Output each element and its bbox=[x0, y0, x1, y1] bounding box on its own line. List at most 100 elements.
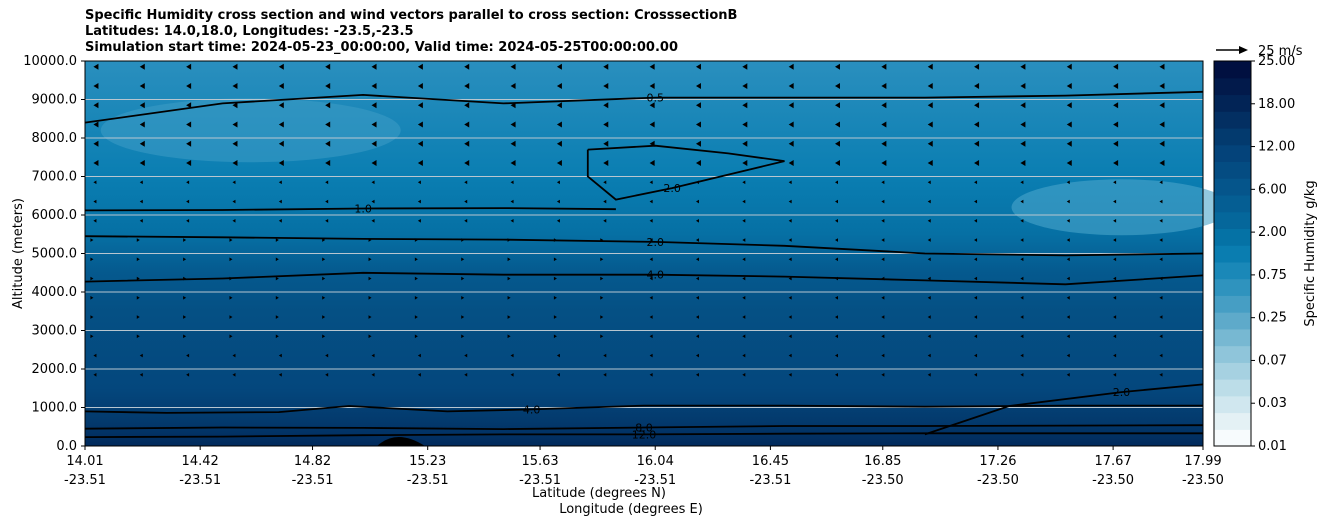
wind-arrow bbox=[510, 140, 516, 147]
wind-arrow bbox=[93, 83, 99, 90]
wind-arrow bbox=[556, 63, 562, 70]
wind-arrow bbox=[649, 218, 653, 223]
wind-arrow bbox=[695, 315, 699, 319]
wind-arrow bbox=[325, 83, 331, 90]
wind-arrow bbox=[93, 160, 99, 167]
wind-arrow bbox=[600, 334, 604, 339]
colorbar-tick-label: 12.00 bbox=[1258, 140, 1295, 155]
wind-arrow bbox=[417, 121, 423, 128]
wind-arrow bbox=[371, 372, 375, 377]
wind-arrow bbox=[974, 160, 980, 167]
contour-line bbox=[84, 207, 616, 212]
wind-arrow bbox=[368, 334, 372, 339]
wind-arrow bbox=[742, 218, 746, 223]
wind-arrow bbox=[649, 63, 655, 70]
wind-arrow bbox=[1159, 83, 1165, 90]
wind-arrow bbox=[1020, 295, 1024, 300]
wind-arrow bbox=[1066, 257, 1070, 262]
wind-arrow bbox=[695, 334, 699, 339]
wind-arrow bbox=[325, 372, 329, 377]
wind-arrow bbox=[695, 353, 699, 358]
wind-arrow bbox=[325, 121, 331, 128]
wind-arrow bbox=[1066, 63, 1072, 70]
wind-arrow bbox=[368, 295, 372, 300]
dry-patch-east bbox=[1011, 179, 1232, 236]
terrain bbox=[377, 437, 425, 446]
wind-arrow bbox=[927, 199, 931, 204]
wind-arrow bbox=[464, 218, 468, 223]
wind-arrow bbox=[1020, 199, 1024, 204]
contour-label: 12.0 bbox=[632, 428, 657, 441]
wind-arrow bbox=[881, 372, 885, 377]
wind-arrow bbox=[974, 315, 978, 319]
wind-arrow bbox=[835, 295, 839, 300]
wind-arrow bbox=[278, 353, 282, 358]
wind-arrow bbox=[136, 257, 140, 262]
wind-arrow bbox=[139, 199, 143, 204]
x-tick-label-lat: 16.85 bbox=[864, 454, 901, 469]
wind-arrow bbox=[835, 102, 841, 109]
wind-arrow bbox=[417, 353, 421, 358]
x-tick-label-lon: -23.51 bbox=[634, 473, 676, 488]
wind-arrow bbox=[229, 334, 233, 339]
wind-arrow bbox=[461, 315, 465, 319]
wind-arrow bbox=[90, 276, 94, 281]
colorbar-band bbox=[1214, 77, 1251, 96]
wind-arrow bbox=[510, 372, 514, 377]
wind-arrow bbox=[507, 295, 511, 300]
wind-arrow bbox=[1066, 353, 1070, 358]
colorbar-band bbox=[1214, 194, 1251, 213]
wind-arrow bbox=[1159, 121, 1165, 128]
wind-arrow bbox=[835, 140, 841, 147]
wind-arrow bbox=[1066, 238, 1070, 242]
colorbar-frame bbox=[1213, 60, 1252, 447]
wind-arrow bbox=[1066, 199, 1070, 204]
wind-arrow bbox=[603, 160, 609, 167]
contour-line bbox=[924, 383, 1204, 436]
x-tick-label-lon: -23.50 bbox=[862, 473, 904, 488]
wind-arrow bbox=[229, 276, 233, 281]
wind-arrow bbox=[1020, 218, 1024, 223]
x-tick-label-lon: -23.51 bbox=[64, 473, 106, 488]
x-tick-label-lat: 17.67 bbox=[1095, 454, 1132, 469]
wind-arrow bbox=[510, 353, 514, 358]
wind-arrow bbox=[1159, 353, 1163, 358]
colorbar-band bbox=[1214, 395, 1251, 414]
wind-arrow bbox=[1113, 276, 1117, 281]
wind-arrow bbox=[461, 334, 465, 339]
wind-arrow bbox=[1020, 257, 1024, 262]
wind-arrow bbox=[1159, 102, 1165, 109]
wind-arrow bbox=[927, 160, 933, 167]
wind-arrow bbox=[649, 295, 653, 300]
wind-arrow bbox=[742, 238, 746, 242]
colorbar-band bbox=[1214, 412, 1251, 430]
wind-arrow bbox=[371, 140, 377, 147]
wind-arrow bbox=[322, 276, 326, 281]
wind-arrow bbox=[275, 238, 279, 242]
wind-arrow bbox=[325, 63, 331, 70]
y-axis-label: Altitude (meters) bbox=[11, 198, 26, 309]
axes: 0.0 1000.0 2000.0 3000.0 4000.0 5000.0 6000.0 7… bbox=[11, 44, 1303, 517]
wind-arrow bbox=[695, 121, 701, 128]
wind-arrow bbox=[275, 334, 279, 339]
wind-arrow bbox=[186, 121, 192, 128]
wind-arrow bbox=[368, 315, 372, 319]
wind-arrow bbox=[368, 257, 372, 262]
wind-arrow bbox=[229, 238, 233, 242]
colorbar-tick-label: 6.00 bbox=[1258, 182, 1287, 197]
wind-arrow bbox=[556, 121, 562, 128]
wind-arrow bbox=[414, 257, 418, 262]
title-line-1: Specific Humidity cross section and wind… bbox=[85, 8, 738, 23]
wind-arrow bbox=[556, 140, 562, 147]
wind-arrow bbox=[186, 140, 192, 147]
colorbar-band bbox=[1214, 328, 1251, 347]
wind-arrow bbox=[603, 372, 607, 377]
x-tick-label-lat: 15.63 bbox=[521, 454, 558, 469]
wind-arrow bbox=[1066, 372, 1070, 377]
wind-arrow bbox=[507, 257, 511, 262]
chart-title: Specific Humidity cross section and wind… bbox=[85, 8, 737, 56]
wind-arrow bbox=[1020, 160, 1026, 167]
wind-arrow bbox=[1159, 160, 1165, 167]
wind-arrow bbox=[183, 315, 187, 319]
